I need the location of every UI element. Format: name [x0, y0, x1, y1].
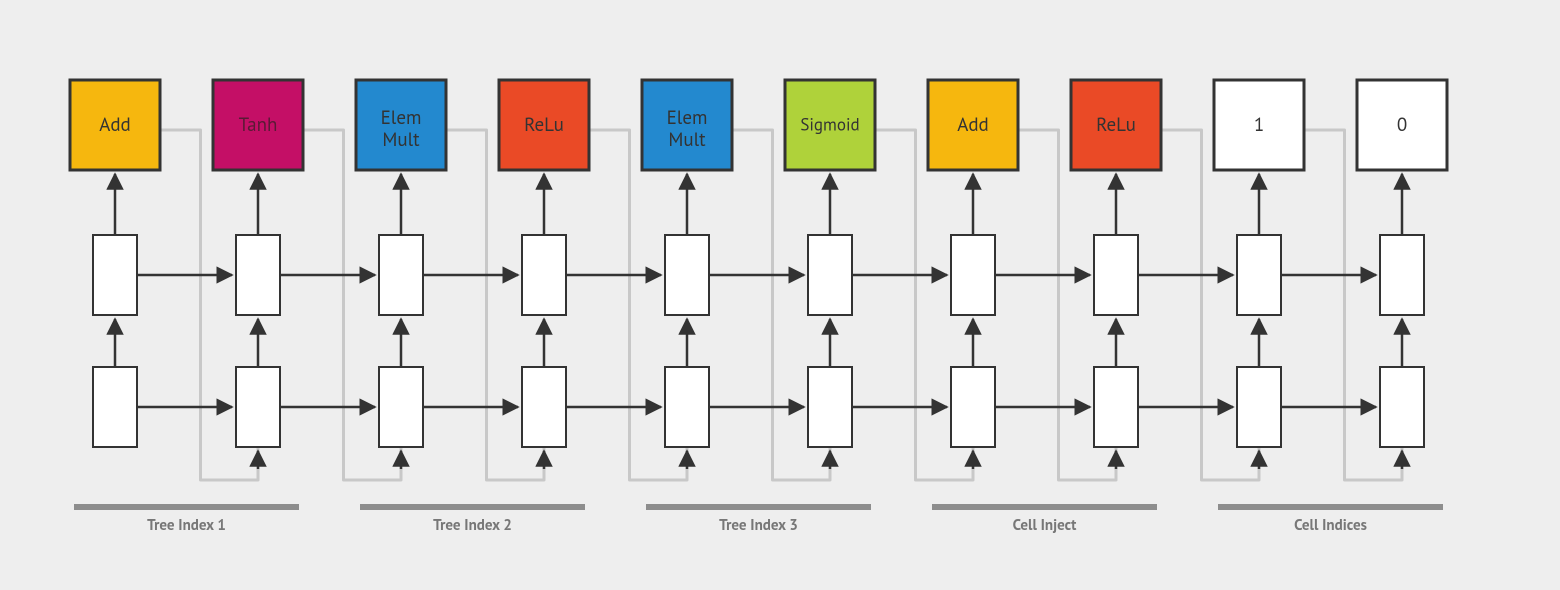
- group-bar: [74, 504, 299, 510]
- cell-box: [93, 367, 137, 447]
- cell-box: [1094, 367, 1138, 447]
- op-label: Mult: [668, 128, 706, 152]
- op-label: Elem: [667, 106, 708, 130]
- op-box: Sigmoid: [785, 80, 875, 170]
- group-label: Tree Index 2: [433, 516, 512, 535]
- cell-box: [379, 367, 423, 447]
- cell-box: [951, 367, 995, 447]
- group-label: Cell Inject: [1013, 516, 1078, 535]
- group-label: Cell Indices: [1294, 516, 1367, 535]
- op-label: ReLu: [1096, 113, 1136, 137]
- cell-box: [665, 367, 709, 447]
- op-box: 1: [1214, 80, 1304, 170]
- cell-box: [236, 367, 280, 447]
- cell-box: [951, 235, 995, 315]
- op-label: 0: [1397, 113, 1407, 137]
- op-label: Add: [957, 113, 989, 137]
- op-box: ElemMult: [642, 80, 732, 170]
- op-label: Elem: [381, 106, 422, 130]
- op-label: 1: [1254, 113, 1264, 137]
- op-label: ReLu: [524, 113, 564, 137]
- op-box: ReLu: [1071, 80, 1161, 170]
- group-label: Tree Index 1: [147, 516, 226, 535]
- op-box: Add: [70, 80, 160, 170]
- op-box: ElemMult: [356, 80, 446, 170]
- op-box: 0: [1357, 80, 1447, 170]
- cell-box: [93, 235, 137, 315]
- group-label: Tree Index 3: [719, 516, 798, 535]
- op-label: Sigmoid: [800, 113, 859, 135]
- group-bar: [646, 504, 871, 510]
- architecture-diagram: AddTanhElemMultReLuElemMultSigmoidAddReL…: [0, 0, 1560, 590]
- op-label: Tanh: [239, 113, 278, 137]
- cell-box: [379, 235, 423, 315]
- cell-box: [665, 235, 709, 315]
- op-label: Mult: [382, 128, 420, 152]
- cell-box: [522, 367, 566, 447]
- op-label: Add: [99, 113, 131, 137]
- cell-box: [1380, 367, 1424, 447]
- cell-box: [236, 235, 280, 315]
- cell-box: [1094, 235, 1138, 315]
- cell-box: [1237, 367, 1281, 447]
- group-bar: [932, 504, 1157, 510]
- op-box: Tanh: [213, 80, 303, 170]
- group-bar: [1218, 504, 1443, 510]
- group-bar: [360, 504, 585, 510]
- cell-box: [1237, 235, 1281, 315]
- cell-box: [808, 235, 852, 315]
- op-box: Add: [928, 80, 1018, 170]
- cell-box: [808, 367, 852, 447]
- cell-box: [522, 235, 566, 315]
- cell-box: [1380, 235, 1424, 315]
- op-box: ReLu: [499, 80, 589, 170]
